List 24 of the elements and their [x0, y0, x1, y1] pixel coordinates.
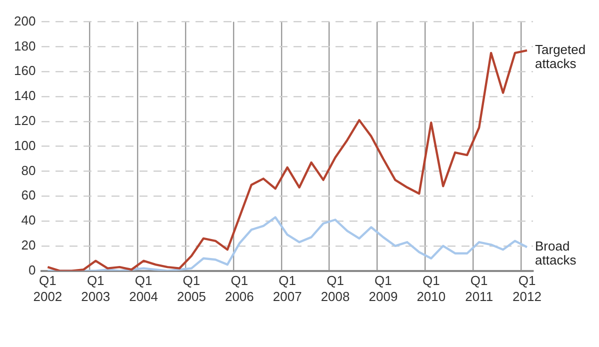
x-tick-label: Q1 2010	[416, 273, 446, 304]
x-tick-label: Q1 2007	[272, 273, 302, 304]
x-tick-label: Q1 2012	[512, 273, 542, 304]
x-tick-label: Q1 2005	[177, 273, 206, 304]
x-tick-label: Q1 2006	[224, 273, 254, 304]
y-tick-label: 120	[14, 112, 36, 128]
y-tick-label: 20	[21, 237, 36, 252]
series-label: Targeted attacks	[535, 42, 586, 72]
y-tick-label: 40	[21, 212, 36, 228]
y-tick-label: 200	[14, 13, 36, 28]
y-tick-label: 180	[14, 38, 36, 54]
x-tick-label: Q1 2009	[368, 273, 398, 304]
x-tick-label: Q1 2003	[81, 273, 110, 304]
y-tick-label: 0	[28, 262, 36, 278]
y-tick-label: 80	[21, 162, 36, 178]
x-tick-label: Q1 2002	[33, 273, 62, 304]
y-tick-label: 60	[21, 188, 36, 203]
y-tick-label: 140	[14, 88, 36, 104]
x-tick-label: Q1 2008	[320, 273, 350, 304]
y-tick-label: 160	[14, 63, 36, 78]
x-tick-label: Q1 2011	[465, 273, 494, 304]
y-tick-label: 100	[14, 138, 36, 153]
x-tick-label: Q1 2004	[129, 273, 158, 304]
series-label: Broad attacks	[535, 238, 577, 268]
